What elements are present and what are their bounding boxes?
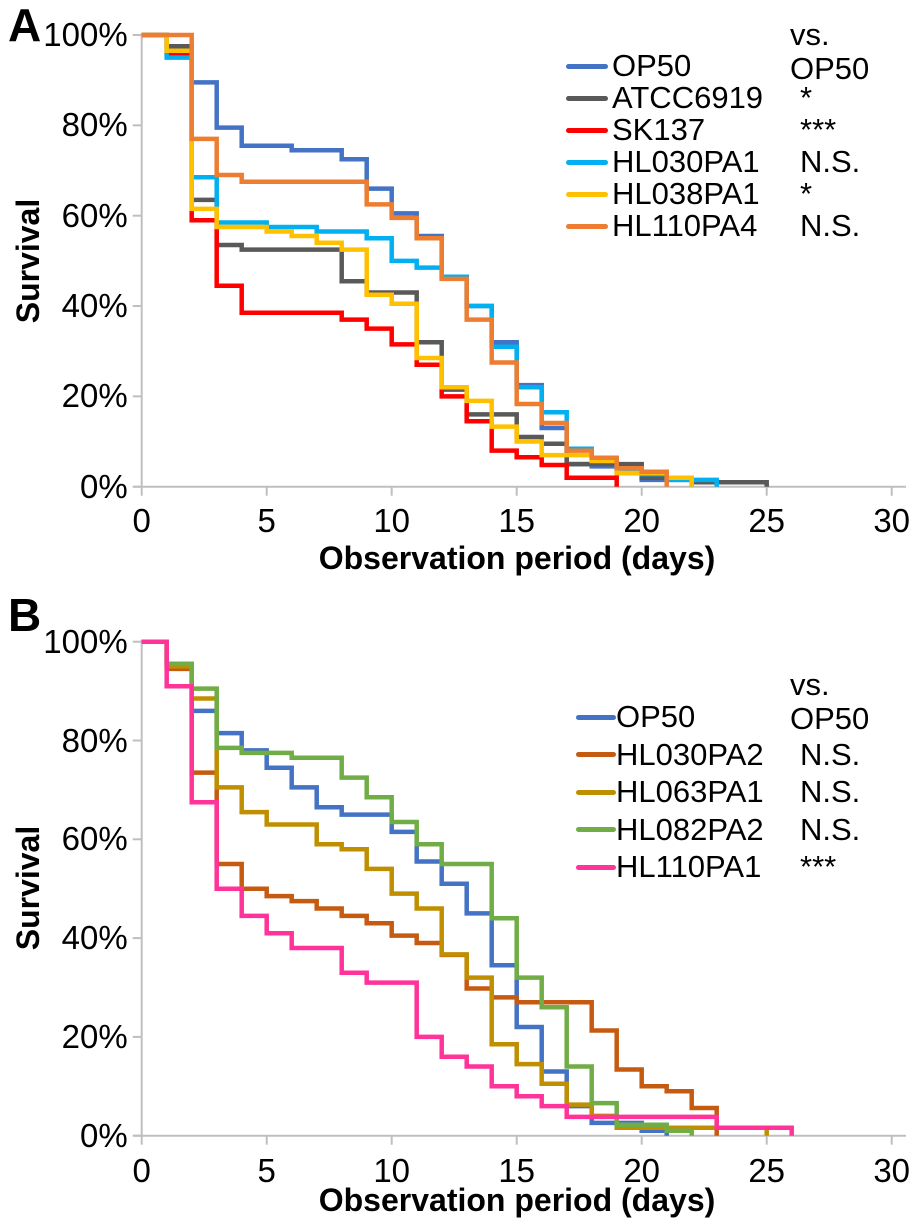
x-tick-label: 30 bbox=[873, 502, 911, 539]
panel-a-y-axis-title: Survival bbox=[10, 198, 46, 324]
legend-significance-hl082pa2: N.S. bbox=[800, 811, 861, 847]
legend-line-swatch-op50 bbox=[576, 714, 616, 720]
x-tick-label: 30 bbox=[873, 1152, 911, 1189]
legend-line-swatch-hl030pa1 bbox=[566, 159, 608, 165]
legend-line-swatch-hl030pa2 bbox=[576, 752, 616, 757]
legend-significance-hl110pa4: N.S. bbox=[800, 208, 861, 243]
x-tick-label: 0 bbox=[132, 502, 151, 539]
legend-line-swatch-hl038pa1 bbox=[566, 191, 608, 197]
x-tick-label: 15 bbox=[498, 502, 536, 539]
legend-significance-hl110pa1: *** bbox=[800, 849, 837, 884]
y-tick-label: 20% bbox=[61, 377, 128, 415]
x-tick-label: 0 bbox=[132, 1152, 151, 1189]
legend-label-atcc6919: ATCC6919 bbox=[612, 80, 764, 115]
y-tick-label: 40% bbox=[61, 919, 128, 957]
y-tick-label: 80% bbox=[61, 106, 128, 144]
legend-line-swatch-hl110pa1 bbox=[576, 864, 616, 870]
y-tick-label: 40% bbox=[61, 287, 128, 325]
y-tick-label: 100% bbox=[43, 622, 128, 660]
survival-curve-hl110pa4 bbox=[141, 32, 669, 487]
legend-label-hl030pa2: HL030PA2 bbox=[616, 736, 764, 772]
legend-label-hl038pa1: HL038PA1 bbox=[612, 176, 760, 211]
y-tick-label: 0% bbox=[79, 1116, 128, 1154]
survival-curve-hl082pa2 bbox=[141, 639, 694, 1136]
legend-significance-hl030pa1: N.S. bbox=[800, 144, 861, 179]
legend-significance-atcc6919: * bbox=[800, 80, 813, 115]
panel-a-legend-header: vs. OP50 bbox=[790, 17, 870, 86]
x-tick-label: 20 bbox=[623, 1152, 661, 1189]
panel-b-letter: B bbox=[8, 589, 42, 641]
legend-significance-hl030pa2: N.S. bbox=[800, 736, 861, 772]
x-tick-label: 25 bbox=[748, 502, 786, 539]
panel-b-legend-header: vs. OP50 bbox=[790, 667, 870, 736]
legend-label-hl030pa1: HL030PA1 bbox=[612, 144, 760, 179]
y-tick-label: 80% bbox=[61, 721, 128, 759]
y-tick-label: 0% bbox=[79, 467, 128, 505]
x-tick-label: 10 bbox=[373, 502, 411, 539]
legend-significance-hl063pa1: N.S. bbox=[800, 774, 861, 809]
panel-a-letter: A bbox=[8, 0, 42, 51]
survival-curve-hl110pa1 bbox=[141, 639, 794, 1136]
legend-label-hl063pa1: HL063PA1 bbox=[616, 774, 764, 809]
y-tick-label: 100% bbox=[43, 16, 128, 53]
x-tick-label: 10 bbox=[373, 1152, 411, 1189]
y-tick-label: 60% bbox=[61, 820, 128, 858]
legend-significance-hl038pa1: * bbox=[800, 176, 813, 211]
x-tick-label: 20 bbox=[623, 502, 661, 539]
legend-label-op50: OP50 bbox=[612, 48, 692, 83]
x-tick-label: 5 bbox=[257, 502, 276, 539]
panel-a-x-axis-title: Observation period (days) bbox=[318, 540, 716, 576]
x-tick-label: 5 bbox=[257, 1152, 276, 1189]
legend-label-hl110pa1: HL110PA1 bbox=[616, 849, 762, 884]
y-tick-label: 60% bbox=[61, 196, 128, 234]
survival-curve-sk137 bbox=[141, 32, 619, 487]
legend-line-swatch-hl110pa4 bbox=[566, 223, 608, 229]
y-tick-label: 20% bbox=[61, 1017, 128, 1055]
survival-curve-hl030pa2 bbox=[141, 639, 719, 1136]
legend-label-op50: OP50 bbox=[616, 699, 696, 734]
survival-curve-hl063pa1 bbox=[141, 639, 769, 1136]
x-tick-label: 25 bbox=[748, 1152, 786, 1189]
panel-b-y-axis-title: Survival bbox=[10, 825, 46, 951]
legend-label-sk137: SK137 bbox=[612, 112, 706, 147]
legend-line-swatch-atcc6919 bbox=[566, 95, 608, 101]
legend-line-swatch-hl063pa1 bbox=[576, 789, 616, 795]
legend-line-swatch-hl082pa2 bbox=[576, 827, 616, 832]
x-tick-label: 15 bbox=[498, 1152, 536, 1189]
legend-label-hl082pa2: HL082PA2 bbox=[616, 811, 764, 847]
legend-significance-sk137: *** bbox=[800, 112, 837, 147]
legend-line-swatch-sk137 bbox=[566, 127, 608, 133]
panel-b-x-axis-title: Observation period (days) bbox=[318, 1182, 716, 1218]
legend-label-hl110pa4: HL110PA4 bbox=[612, 208, 758, 243]
legend-line-swatch-op50 bbox=[566, 63, 608, 69]
